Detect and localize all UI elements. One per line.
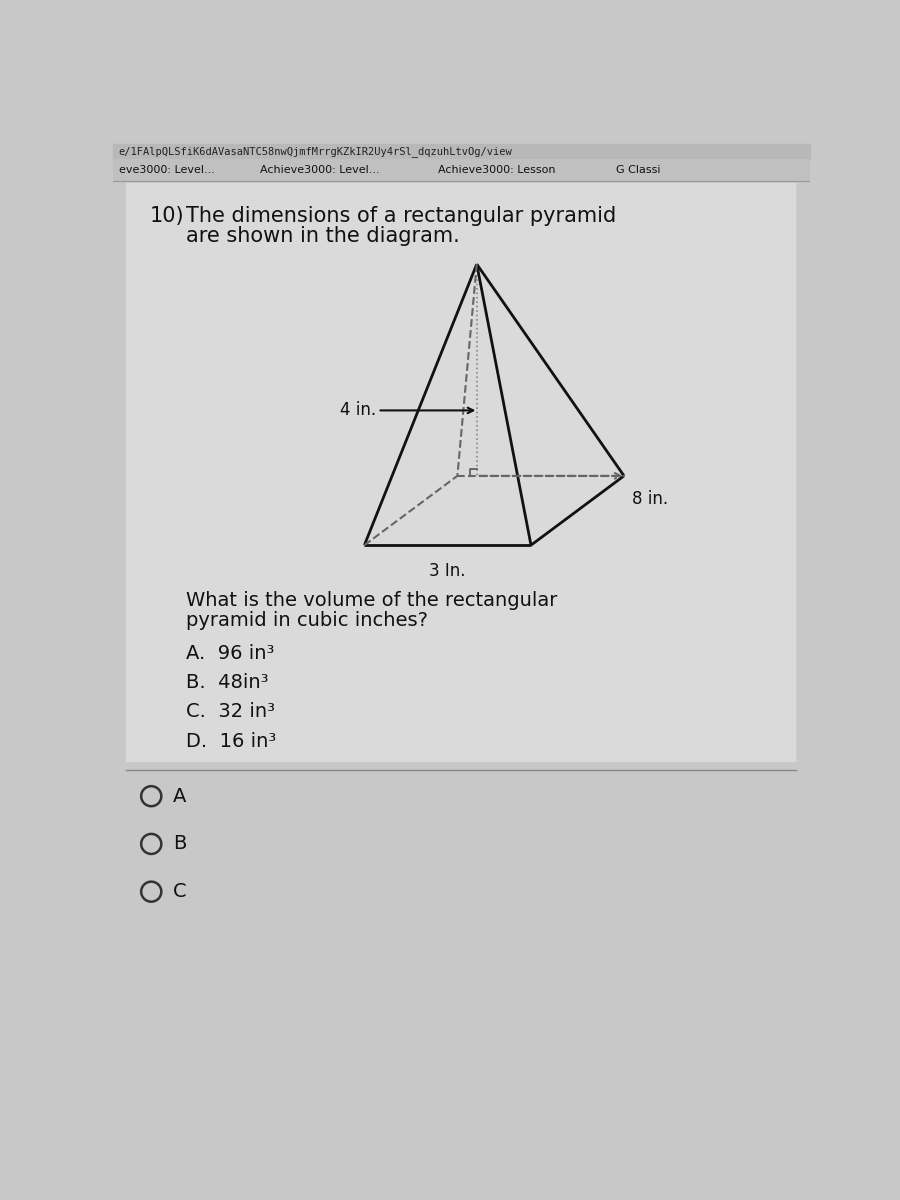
Text: A.  96 in³: A. 96 in³ <box>186 643 274 662</box>
Text: Achieve3000: Lesson: Achieve3000: Lesson <box>438 166 555 175</box>
Text: e/1FAlpQLSfiK6dAVasaNTC58nwQjmfMrrgKZkIR2Uy4rSl_dqzuhLtvOg/view: e/1FAlpQLSfiK6dAVasaNTC58nwQjmfMrrgKZkIR… <box>119 146 512 157</box>
Text: G Classi: G Classi <box>616 166 661 175</box>
Text: The dimensions of a rectangular pyramid: The dimensions of a rectangular pyramid <box>186 206 617 227</box>
Text: B.  48in³: B. 48in³ <box>186 673 268 692</box>
Text: B: B <box>173 834 186 853</box>
Text: What is the volume of the rectangular: What is the volume of the rectangular <box>186 592 557 611</box>
Bar <box>126 184 795 761</box>
Text: 10): 10) <box>149 206 184 227</box>
Text: C: C <box>173 882 186 901</box>
Text: 4 in.: 4 in. <box>340 402 376 420</box>
Text: eve3000: Level...: eve3000: Level... <box>119 166 214 175</box>
Text: 8 in.: 8 in. <box>632 490 668 508</box>
Text: A: A <box>173 787 186 805</box>
Bar <box>112 160 810 181</box>
Text: D.  16 in³: D. 16 in³ <box>186 732 276 750</box>
Text: are shown in the diagram.: are shown in the diagram. <box>186 227 460 246</box>
Bar <box>112 144 810 160</box>
Text: pyramid in cubic inches?: pyramid in cubic inches? <box>186 611 428 630</box>
Text: C.  32 in³: C. 32 in³ <box>186 702 275 721</box>
Text: 3 In.: 3 In. <box>429 562 466 580</box>
Text: Achieve3000: Level...: Achieve3000: Level... <box>260 166 380 175</box>
